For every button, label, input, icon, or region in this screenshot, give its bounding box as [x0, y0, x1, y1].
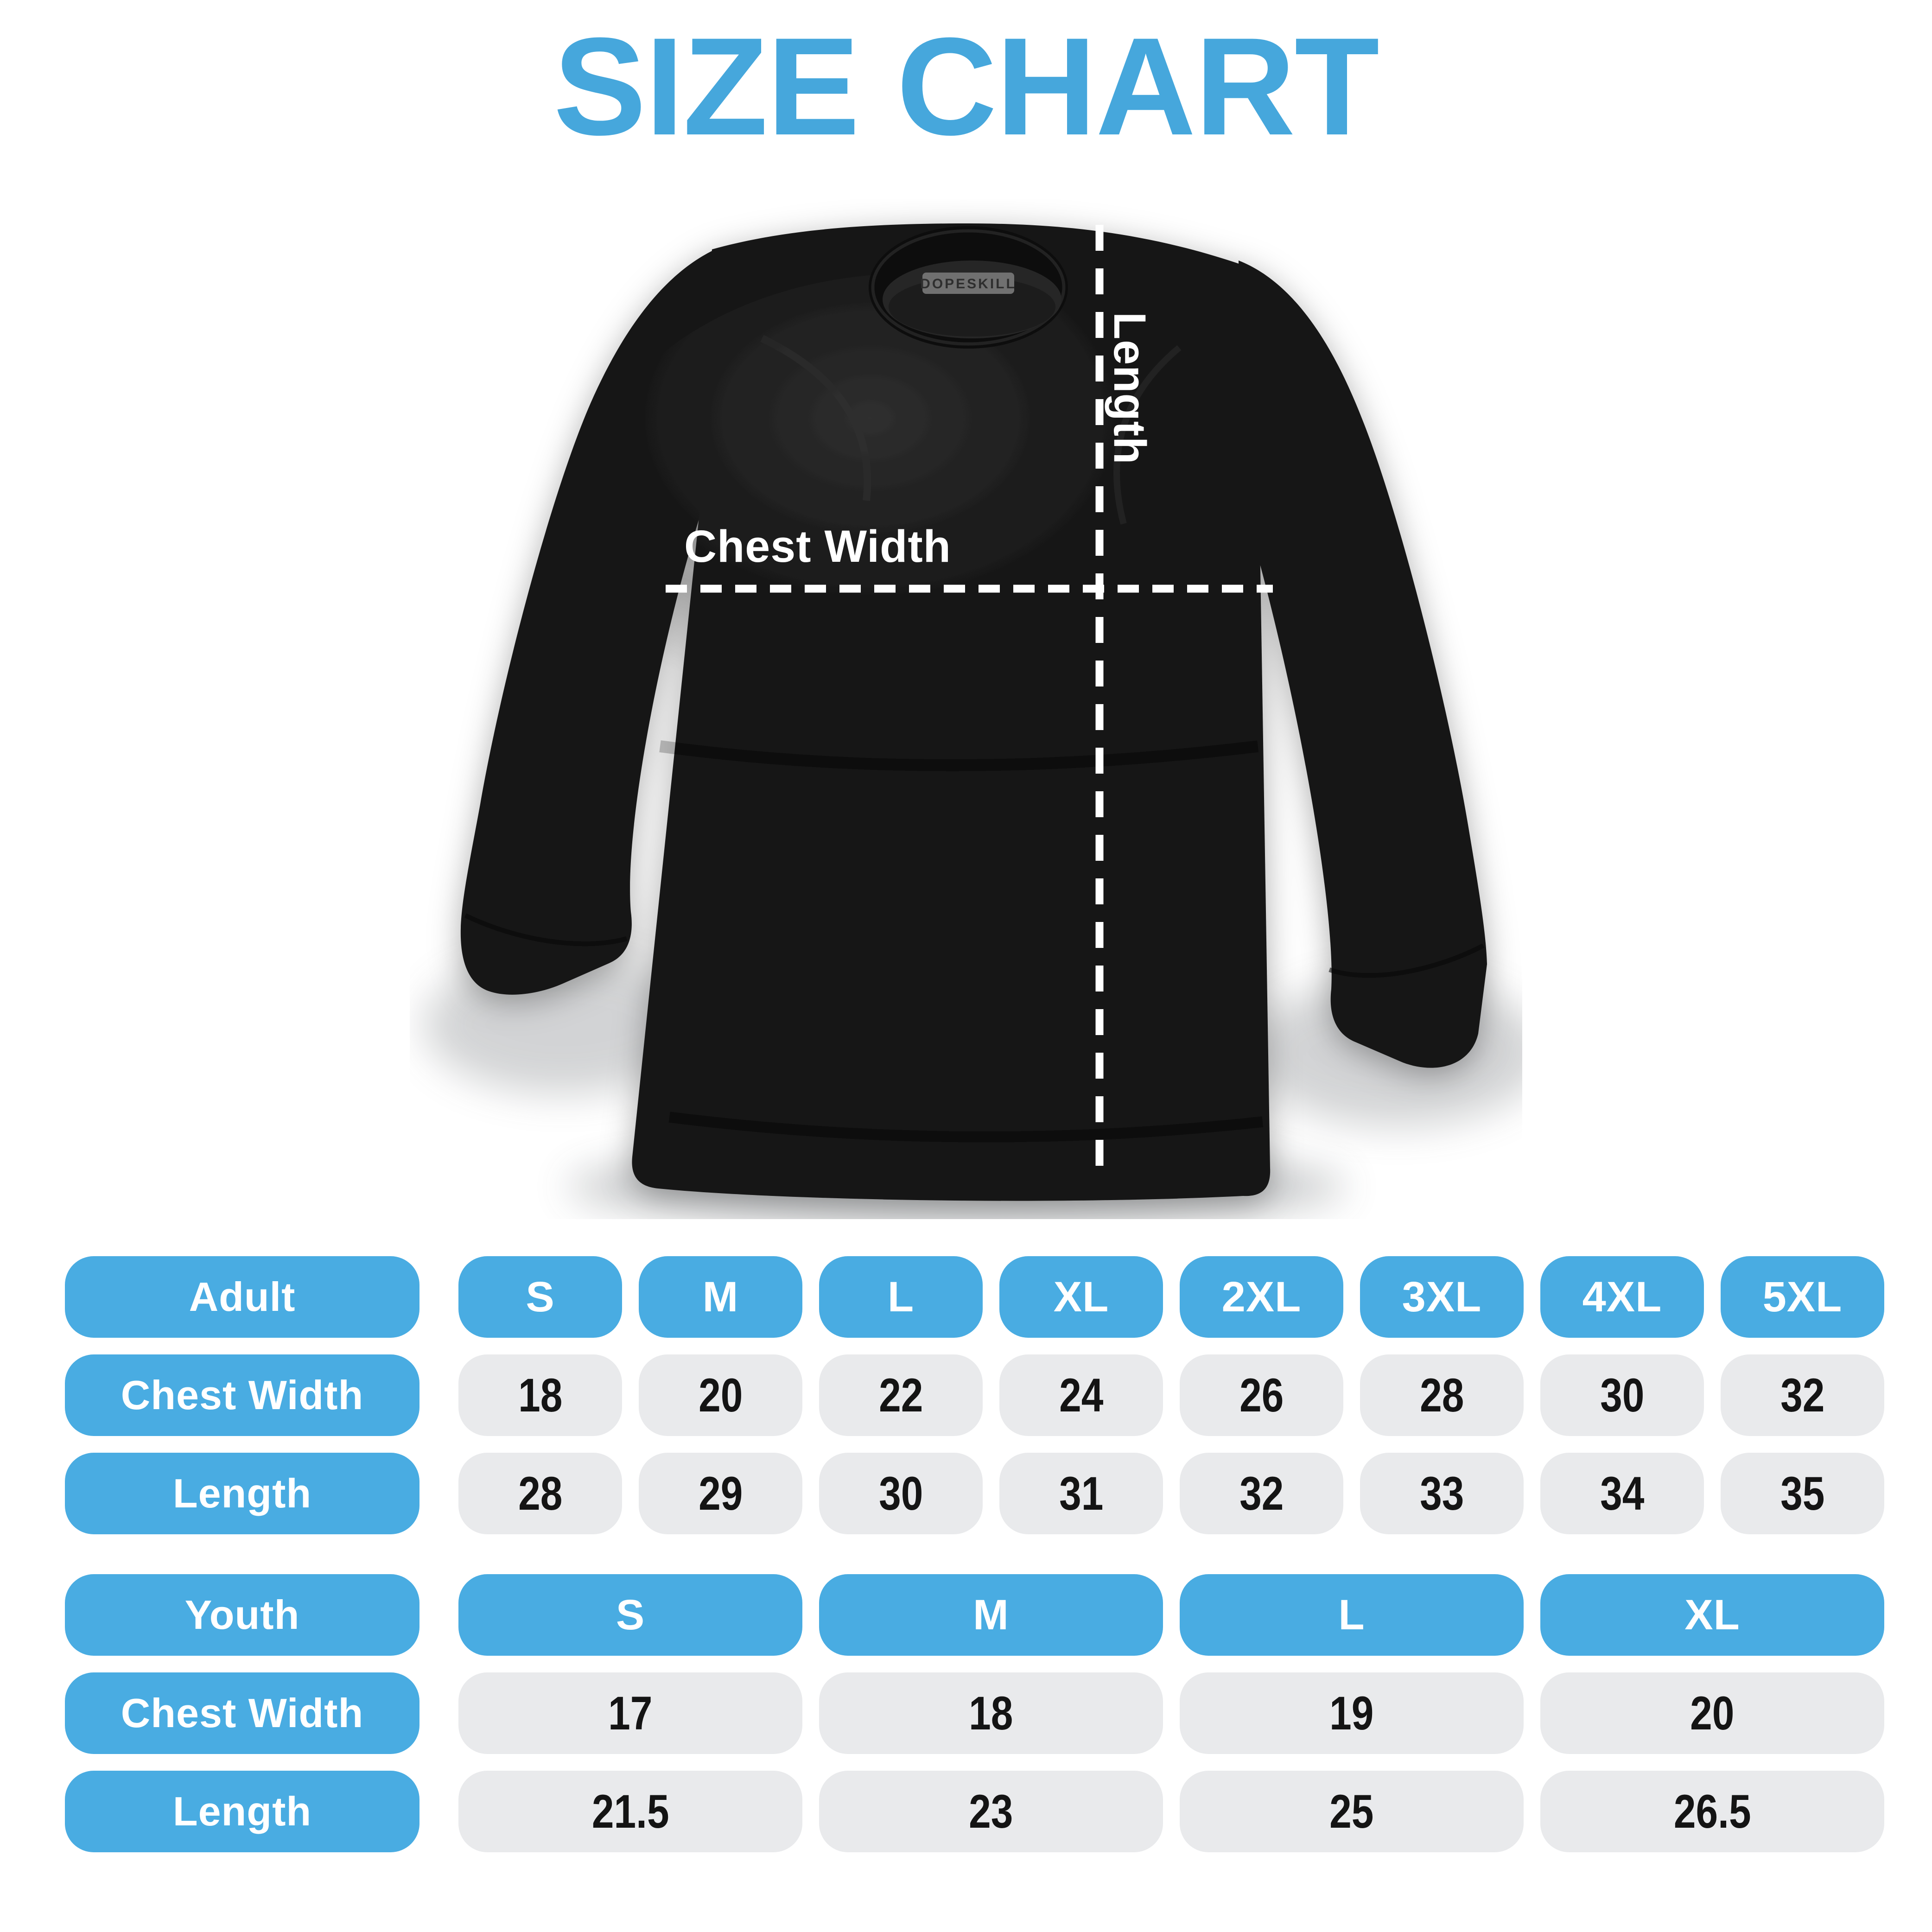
value-pill: 18 — [819, 1672, 1163, 1754]
row-label-pill: Chest Width — [65, 1354, 419, 1436]
value-text: 34 — [1600, 1467, 1645, 1520]
value-pill: 30 — [819, 1453, 983, 1534]
value-text: 29 — [698, 1467, 743, 1520]
row-label-pill: Length — [65, 1771, 419, 1852]
value-pill: 30 — [1540, 1354, 1704, 1436]
value-pill: 19 — [1180, 1672, 1524, 1754]
adult-size-table: Adult S M L XL 2XL 3XL 4XL 5XL Chest Width 18 20 22 2… — [65, 1256, 1884, 1534]
fold-line — [687, 944, 1254, 975]
size-tables: Adult S M L XL 2XL 3XL 4XL 5XL Chest Width 18 20 22 2… — [65, 1256, 1884, 1869]
size-header-row: Adult S M L XL 2XL 3XL 4XL 5XL — [65, 1256, 1884, 1338]
value-text: 33 — [1419, 1467, 1464, 1520]
value-text: 21.5 — [591, 1785, 669, 1838]
value-pill: 32 — [1180, 1453, 1343, 1534]
value-text: 26 — [1239, 1368, 1284, 1422]
group-label-pill: Adult — [65, 1256, 419, 1338]
left-cuff-seam — [464, 913, 628, 947]
size-pill: M — [819, 1574, 1163, 1656]
value-text: 30 — [1600, 1368, 1645, 1422]
group-label-pill: Youth — [65, 1574, 419, 1656]
fabric-highlight — [577, 273, 1244, 756]
value-text: 23 — [969, 1785, 1013, 1838]
value-text: 25 — [1329, 1785, 1374, 1838]
size-pill: 2XL — [1180, 1256, 1343, 1338]
long-sleeve-shirt: DOPESKILL — [460, 223, 1487, 1201]
value-text: 20 — [1690, 1686, 1735, 1740]
value-text: 17 — [608, 1686, 653, 1740]
value-pill: 28 — [1360, 1354, 1524, 1436]
fold-line — [668, 1112, 1264, 1143]
value-text: 19 — [1329, 1686, 1374, 1740]
value-pill: 33 — [1360, 1453, 1524, 1534]
value-text: 32 — [1780, 1368, 1825, 1422]
chest-width-label: Chest Width — [684, 521, 951, 572]
size-pill: XL — [999, 1256, 1163, 1338]
value-pill: 17 — [458, 1672, 802, 1754]
value-pill: 20 — [639, 1354, 802, 1436]
fold-line — [659, 740, 1259, 771]
shirt-graphic: DOPESKILL Chest Width Length — [424, 223, 1545, 1226]
fold-highlight — [760, 335, 871, 501]
size-pill: M — [639, 1256, 802, 1338]
size-pill: L — [1180, 1574, 1524, 1656]
youth-size-table: Youth S M L XL Chest Width 17 18 19 20 Length 21.5 2… — [65, 1574, 1884, 1852]
size-pill: XL — [1540, 1574, 1884, 1656]
value-pill: 32 — [1721, 1354, 1884, 1436]
value-pill: 35 — [1721, 1453, 1884, 1534]
value-pill: 28 — [458, 1453, 622, 1534]
brand-tag-text: DOPESKILL — [920, 276, 1017, 292]
value-pill: 34 — [1540, 1453, 1704, 1534]
value-text: 28 — [518, 1467, 563, 1520]
page-title: SIZE CHART — [553, 8, 1379, 164]
value-pill: 21.5 — [458, 1771, 802, 1852]
brand-tag: DOPESKILL — [920, 273, 1017, 294]
value-text: 18 — [969, 1686, 1013, 1740]
size-pill: 3XL — [1360, 1256, 1524, 1338]
collar-rib — [871, 229, 1066, 346]
value-pill: 22 — [819, 1354, 983, 1436]
value-pill: 29 — [639, 1453, 802, 1534]
shirt-measurement-diagram: DOPESKILL Chest Width Length — [410, 199, 1545, 1226]
value-text: 32 — [1239, 1467, 1284, 1520]
size-pill: S — [458, 1574, 802, 1656]
measurement-row: Chest Width 18 20 22 24 26 28 30 32 — [65, 1354, 1884, 1436]
size-pill: S — [458, 1256, 622, 1338]
size-pill: L — [819, 1256, 983, 1338]
value-text: 31 — [1059, 1467, 1104, 1520]
measurement-row: Length 28 29 30 31 32 33 34 35 — [65, 1453, 1884, 1534]
measurement-row: Length 21.5 23 25 26.5 — [65, 1771, 1884, 1852]
value-pill: 26.5 — [1540, 1771, 1884, 1852]
length-label: Length — [1105, 312, 1155, 464]
size-pill: 5XL — [1721, 1256, 1884, 1338]
value-text: 30 — [878, 1467, 923, 1520]
value-pill: 24 — [999, 1354, 1163, 1436]
value-pill: 31 — [999, 1453, 1163, 1534]
size-header-row: Youth S M L XL — [65, 1574, 1884, 1656]
measurement-row: Chest Width 17 18 19 20 — [65, 1672, 1884, 1754]
value-text: 24 — [1059, 1368, 1104, 1422]
value-text: 18 — [518, 1368, 563, 1422]
right-cuff-seam — [1328, 943, 1485, 978]
right-sleeve — [1239, 261, 1487, 1068]
value-pill: 20 — [1540, 1672, 1884, 1754]
size-pill: 4XL — [1540, 1256, 1704, 1338]
row-label-pill: Chest Width — [65, 1672, 419, 1754]
value-text: 22 — [878, 1368, 923, 1422]
value-pill: 23 — [819, 1771, 1163, 1852]
value-pill: 26 — [1180, 1354, 1343, 1436]
value-text: 35 — [1780, 1467, 1825, 1520]
row-label-pill: Length — [65, 1453, 419, 1534]
value-pill: 18 — [458, 1354, 622, 1436]
value-text: 28 — [1419, 1368, 1464, 1422]
value-text: 26.5 — [1673, 1785, 1751, 1838]
value-pill: 25 — [1180, 1771, 1524, 1852]
value-text: 20 — [698, 1368, 743, 1422]
fold-highlight — [1113, 345, 1182, 525]
